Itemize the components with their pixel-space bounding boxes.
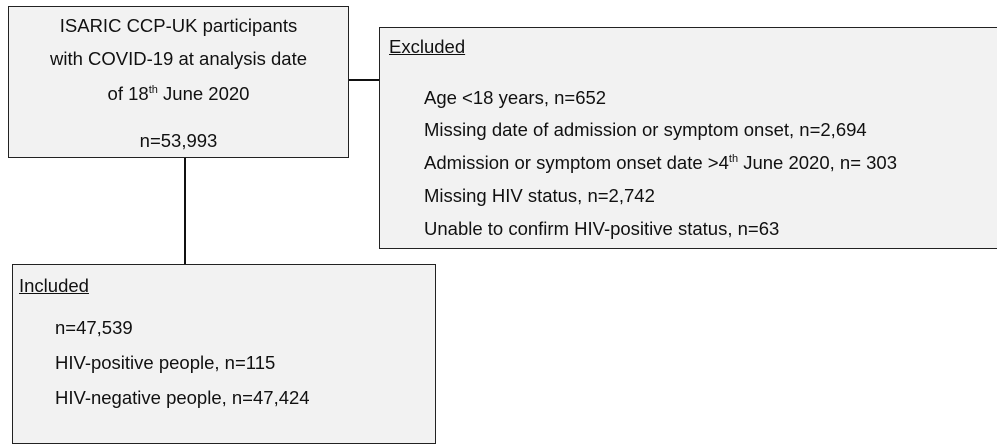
superscript: th	[148, 84, 158, 96]
source-line: of 18th June 2020	[9, 83, 348, 105]
source-box: ISARIC CCP-UK participants with COVID-19…	[8, 6, 349, 158]
included-item: HIV-negative people, n=47,424	[55, 387, 310, 408]
text: June 2020	[157, 83, 250, 104]
excluded-item: Unable to confirm HIV-positive status, n…	[424, 218, 780, 239]
included-heading: Included	[19, 275, 89, 296]
source-count: n=53,993	[139, 130, 218, 151]
source-line: ISARIC CCP-UK participants	[59, 15, 298, 36]
included-box: Included n=47,539 HIV-positive people, n…	[12, 264, 436, 444]
included-item: HIV-positive people, n=115	[55, 352, 276, 373]
excluded-box: Excluded Age <18 years, n=652 Missing da…	[379, 27, 997, 249]
excluded-item: Admission or symptom onset date >4th Jun…	[424, 152, 897, 174]
source-line: with COVID-19 at analysis date	[49, 48, 308, 69]
page: {"source": {"lines": ["ISARIC CCP-UK par…	[8, 6, 997, 444]
connector-vertical	[184, 157, 186, 265]
included-item: n=47,539	[55, 317, 133, 338]
excluded-heading: Excluded	[389, 36, 466, 57]
excluded-item: Missing HIV status, n=2,742	[424, 185, 655, 206]
connector-horizontal	[347, 79, 380, 81]
text: June 2020, n= 303	[738, 152, 898, 173]
text: of 18	[107, 83, 149, 104]
excluded-item: Age <18 years, n=652	[424, 87, 607, 108]
superscript: th	[728, 153, 739, 165]
text: Admission or symptom onset date >4	[424, 152, 729, 173]
excluded-item: Missing date of admission or symptom ons…	[424, 119, 867, 140]
